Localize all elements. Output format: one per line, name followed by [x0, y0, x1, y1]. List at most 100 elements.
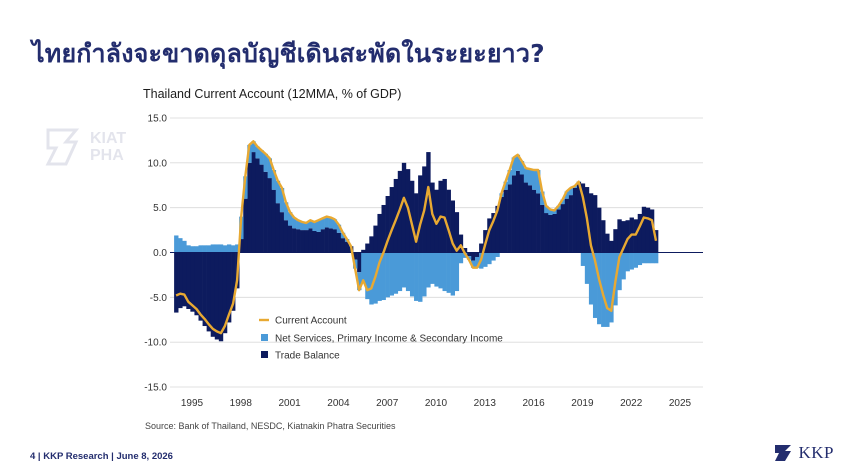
trade-balance-bar: [369, 236, 374, 253]
net-services-bar: [235, 244, 240, 253]
trade-balance-bar: [251, 152, 256, 253]
x-tick-label: 2013: [474, 398, 497, 409]
trade-balance-bar: [475, 252, 480, 257]
net-services-bar: [621, 252, 626, 280]
net-services-bar: [263, 153, 268, 172]
trade-balance-bar: [418, 175, 423, 253]
watermark-logo: KIAT PHA: [40, 126, 126, 168]
trade-balance-bar: [218, 252, 224, 342]
trade-balance-bar: [633, 219, 639, 253]
net-services-bar: [405, 252, 411, 292]
net-services-bar: [552, 210, 557, 214]
net-services-bar: [527, 169, 533, 186]
net-services-bar: [556, 205, 561, 210]
net-services-bar: [605, 252, 610, 327]
trade-balance-bar: [588, 193, 594, 253]
net-services-bar: [580, 252, 586, 266]
legend-label: Net Services, Primary Income & Secondary…: [275, 334, 503, 345]
net-services-bar: [385, 252, 390, 298]
trade-balance-bar: [190, 252, 195, 312]
net-services-bar: [434, 252, 439, 287]
net-services-bar: [637, 252, 643, 266]
net-services-bar: [401, 252, 407, 288]
trade-balance-bar: [247, 162, 252, 253]
trade-balance-bar: [487, 218, 492, 253]
trade-balance-bar: [653, 230, 659, 253]
trade-balance-bar: [556, 209, 561, 253]
net-services-bar: [540, 191, 545, 205]
net-services-bar: [226, 244, 232, 253]
net-services-bar: [243, 176, 248, 199]
net-services-bar: [271, 170, 277, 190]
net-services-bar: [649, 252, 655, 264]
trade-balance-bar: [300, 230, 305, 253]
net-services-bar: [633, 252, 639, 268]
net-services-bar: [609, 252, 614, 323]
net-services-bar: [458, 252, 464, 264]
trade-balance-bar: [385, 196, 390, 253]
net-services-bar: [560, 199, 565, 205]
net-services-bar: [536, 170, 541, 194]
trade-balance-bar: [637, 213, 643, 253]
trade-balance-bar: [332, 229, 338, 253]
trade-balance-bar: [426, 152, 431, 253]
trade-balance-bar: [466, 252, 472, 257]
trade-balance-bar: [409, 180, 415, 253]
trade-balance-bar: [450, 200, 456, 253]
net-services-bar: [222, 245, 228, 253]
trade-balance-bar: [206, 252, 212, 332]
net-services-bar: [645, 252, 651, 264]
page-footer: 4 | KKP Research | June 8, 2026: [30, 451, 173, 462]
net-services-bar: [210, 244, 216, 253]
net-services-bar: [438, 252, 443, 289]
trade-balance-bar: [499, 196, 504, 253]
net-services-bar: [454, 252, 460, 292]
kkp-logo: KKP: [772, 443, 834, 463]
net-services-bar: [564, 191, 569, 199]
chart-legend: Current Account Net Services, Primary Inc…: [259, 316, 503, 362]
net-services-bar: [308, 220, 313, 229]
trade-balance-bar: [377, 213, 382, 253]
net-services-bar: [475, 256, 480, 268]
trade-balance-bar: [503, 189, 508, 253]
trade-balance-bar: [617, 219, 622, 253]
net-services-bar: [503, 181, 508, 190]
trade-balance-bar: [361, 249, 366, 253]
trade-balance-bar: [174, 252, 179, 313]
y-tick-label: -10.0: [144, 338, 167, 349]
net-services-bar: [292, 217, 297, 229]
trade-balance-bar: [271, 189, 277, 253]
x-tick-label: 1998: [230, 398, 253, 409]
trade-balance-bar: [353, 252, 358, 260]
trade-balance-bar: [442, 178, 447, 253]
trade-balance-bar: [202, 252, 207, 327]
trade-balance-bar: [515, 170, 521, 253]
net-services-bar: [515, 154, 521, 171]
legend-label: Current Account: [275, 316, 347, 327]
chart-source: Source: Bank of Thailand, NESDC, Kiatnak…: [145, 421, 396, 431]
trade-balance-bar: [580, 183, 586, 253]
trade-balance-bar: [320, 229, 325, 253]
trade-balance-bar: [340, 238, 346, 253]
net-services-bar: [377, 252, 382, 301]
trade-balance-bar: [470, 252, 476, 261]
trade-balance-bar: [279, 212, 285, 253]
trade-balance-bar: [430, 182, 435, 253]
net-services-bar: [332, 219, 338, 230]
net-services-bar: [357, 272, 362, 291]
trade-balance-bar: [613, 229, 618, 253]
net-services-bar: [202, 245, 207, 253]
net-services-bar: [483, 252, 488, 267]
net-services-bar: [450, 252, 456, 296]
net-services-bar: [369, 252, 374, 305]
net-services-bar: [218, 244, 224, 253]
trade-balance-bar: [621, 221, 626, 253]
trade-balance-bar: [568, 195, 573, 253]
net-services-bar: [231, 245, 236, 253]
trade-balance-bar: [401, 162, 407, 253]
trade-balance-bar: [210, 252, 216, 337]
net-services-bar: [625, 252, 630, 272]
trade-balance-bar: [527, 185, 533, 253]
trade-balance-bar: [645, 207, 651, 253]
